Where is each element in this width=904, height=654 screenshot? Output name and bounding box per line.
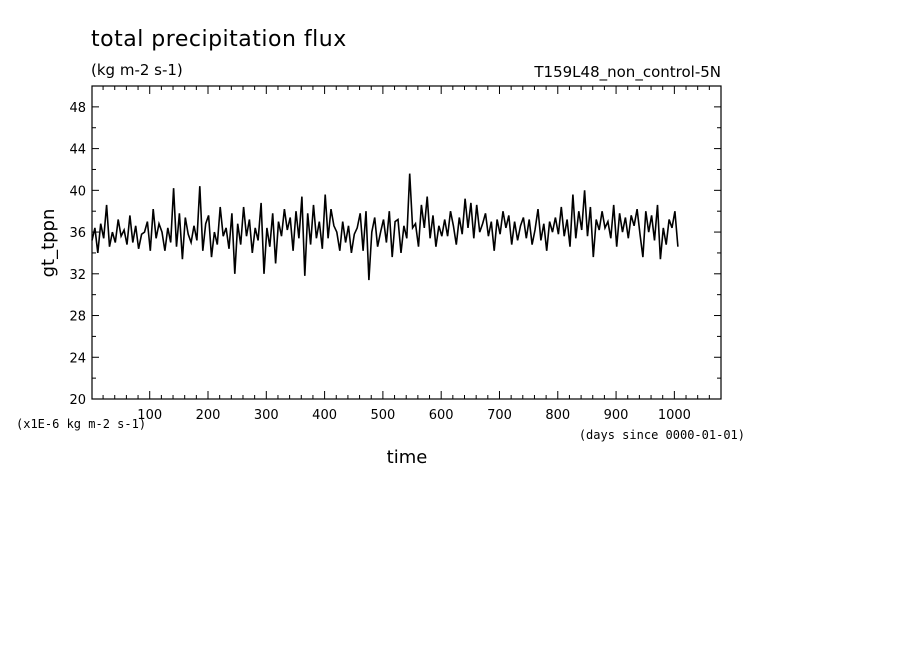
y-tick-label: 24 [69, 351, 86, 366]
experiment-label: T159L48_non_control-5N [533, 63, 721, 82]
chart-title: total precipitation flux [91, 27, 347, 52]
y-tick-label: 28 [69, 310, 86, 325]
x-axis: 100 200 300 400 500 600 700 800 900 1000 [102, 86, 722, 423]
x-tick-label: 800 [545, 408, 570, 423]
plot-frame [91, 85, 722, 400]
y-tick-label: 44 [69, 143, 86, 158]
y-tick-label: 48 [69, 101, 86, 116]
x-tick-label: 600 [429, 408, 454, 423]
x-tick-label: 300 [254, 408, 279, 423]
x-tick-label: 500 [370, 408, 395, 423]
chart-units: (kg m-2 s-1) [91, 61, 183, 79]
y-tick-label: 20 [69, 393, 86, 408]
series-line [91, 173, 679, 281]
series-layer [91, 173, 679, 281]
x-axis-title: time [387, 447, 428, 468]
y-tick-label: 32 [69, 268, 86, 283]
x-tick-label: 700 [487, 408, 512, 423]
x-tick-label: 900 [604, 408, 629, 423]
y-scale-note: (x1E-6 kg m-2 s-1) [16, 417, 146, 431]
x-tick-label: 1000 [658, 408, 691, 423]
x-tick-label: 200 [196, 408, 221, 423]
x-tick-label: 100 [137, 408, 162, 423]
y-tick-label: 40 [69, 184, 86, 199]
x-units-note: (days since 0000-01-01) [579, 428, 745, 442]
x-tick-label: 400 [312, 408, 337, 423]
y-tick-label: 36 [69, 226, 86, 241]
y-axis: 20 24 28 32 36 40 44 48 [69, 85, 721, 408]
y-axis-title: gt_tppn [38, 209, 59, 278]
